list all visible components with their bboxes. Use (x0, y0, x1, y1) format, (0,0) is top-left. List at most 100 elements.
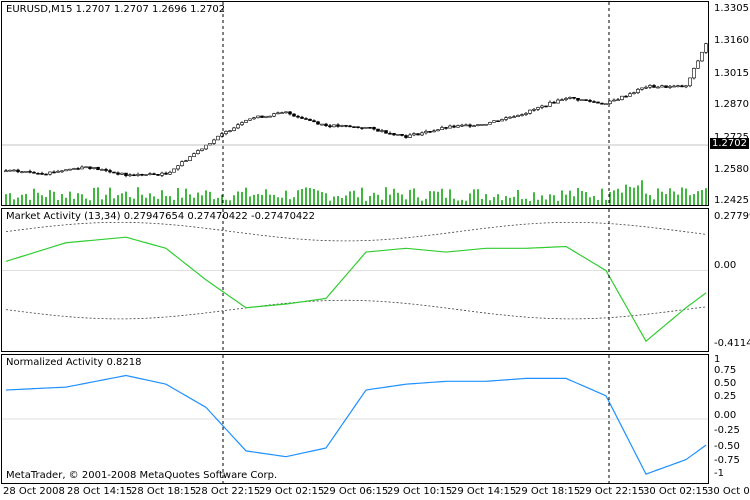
candle-body (76, 168, 80, 170)
candle-body (296, 115, 300, 118)
candle-body (356, 126, 360, 128)
candle-body (476, 124, 480, 126)
candle-body (328, 125, 332, 128)
candle-body (688, 77, 692, 87)
candle-body (532, 109, 536, 111)
time-label: 30 Oct 06:15 (707, 486, 750, 497)
lower-band (5, 299, 707, 320)
market-scale-label: -0.41146 (714, 338, 750, 349)
candle-body (96, 167, 100, 170)
candle-body (168, 171, 172, 175)
candle-body (84, 166, 88, 169)
time-label: 29 Oct 02:15 (259, 486, 325, 497)
candle-body (664, 85, 668, 88)
candle-body (588, 100, 592, 102)
candle-body (632, 92, 636, 95)
price-scale-label: 1.3015 (714, 68, 749, 79)
normalized-activity-canvas[interactable] (2, 355, 709, 484)
candle-body (280, 112, 284, 114)
candle-body (88, 166, 92, 169)
candle-body (28, 171, 32, 173)
candle-body (572, 97, 576, 99)
candle-body (104, 169, 108, 171)
candle-body (484, 123, 488, 126)
candle-body (656, 86, 660, 89)
candle-body (232, 127, 236, 131)
candle-body (472, 125, 476, 127)
candle-body (628, 93, 632, 97)
candle-body (372, 127, 376, 130)
candle-body (308, 118, 312, 121)
market-activity-title: Market Activity (13,34) 0.27947654 0.274… (6, 211, 316, 222)
candle-body (248, 118, 252, 121)
candle-body (592, 101, 596, 103)
candle-body (524, 113, 528, 115)
candle-body (148, 173, 152, 175)
candle-body (228, 130, 232, 132)
time-label: 30 Oct 02:15 (643, 486, 709, 497)
candle-body (676, 85, 680, 88)
candle-body (44, 173, 48, 176)
candle-body (580, 99, 584, 101)
candle-body (556, 99, 560, 104)
price-chart-pane[interactable]: EURUSD,M15 1.2707 1.2707 1.2696 1.2702 (1, 1, 709, 206)
candle-body (432, 130, 436, 133)
candle-body (4, 170, 8, 173)
candle-body (668, 85, 672, 88)
candle-body (260, 115, 264, 118)
candle-body (48, 171, 52, 175)
time-label: 29 Oct 06:15 (323, 486, 389, 497)
candle-body (268, 115, 272, 118)
time-label: 29 Oct 10:15 (387, 486, 453, 497)
candle-body (68, 168, 72, 171)
candle-body (12, 169, 16, 172)
candle-body (412, 133, 416, 136)
candle-body (244, 119, 248, 123)
candle-body (100, 169, 104, 171)
candle-body (488, 122, 492, 125)
normalized-scale-label: 0.00 (714, 410, 737, 421)
candle-body (256, 115, 260, 119)
candle-body (212, 139, 216, 144)
candle-body (564, 98, 568, 100)
candle-body (300, 116, 304, 119)
candle-body (64, 169, 68, 172)
candle-body (264, 115, 268, 118)
candle-body (636, 89, 640, 93)
candle-body (80, 166, 84, 170)
price-scale: 1.3305 1.3160 1.3015 1.2870 1.2725 1.2580 1.24… (710, 1, 750, 206)
candle-body (16, 169, 20, 173)
price-scale-label: 1.3160 (714, 35, 749, 46)
candle-body (164, 172, 168, 175)
candle-body (544, 105, 548, 108)
candle-body (72, 168, 76, 170)
time-label: 29 Oct 14:15 (451, 486, 517, 497)
candle-body (696, 60, 700, 69)
candle-body (252, 117, 256, 120)
candle-body (344, 125, 348, 127)
candle-body (508, 116, 512, 119)
candle-body (224, 131, 228, 134)
normalized-activity-pane[interactable]: Normalized Activity 0.8218 MetaTrader, ©… (1, 354, 709, 484)
candle-body (512, 116, 516, 119)
candle-body (536, 107, 540, 110)
candle-body (460, 124, 464, 127)
candle-body (128, 174, 132, 177)
candle-body (304, 118, 308, 120)
candle-body (404, 135, 408, 138)
time-label: 28 Oct 14:15 (67, 486, 133, 497)
candle-body (200, 148, 204, 151)
candle-body (340, 125, 344, 127)
candle-body (660, 85, 664, 88)
candle-body (360, 127, 364, 129)
candle-body (640, 87, 644, 90)
candle-body (416, 133, 420, 136)
market-activity-canvas[interactable] (2, 209, 709, 352)
market-activity-line (5, 236, 707, 343)
candle-body (444, 127, 448, 129)
candle-body (388, 132, 392, 135)
price-chart-canvas[interactable] (2, 2, 709, 206)
candle-body (540, 105, 544, 108)
market-activity-pane[interactable]: Market Activity (13,34) 0.27947654 0.274… (1, 208, 709, 352)
